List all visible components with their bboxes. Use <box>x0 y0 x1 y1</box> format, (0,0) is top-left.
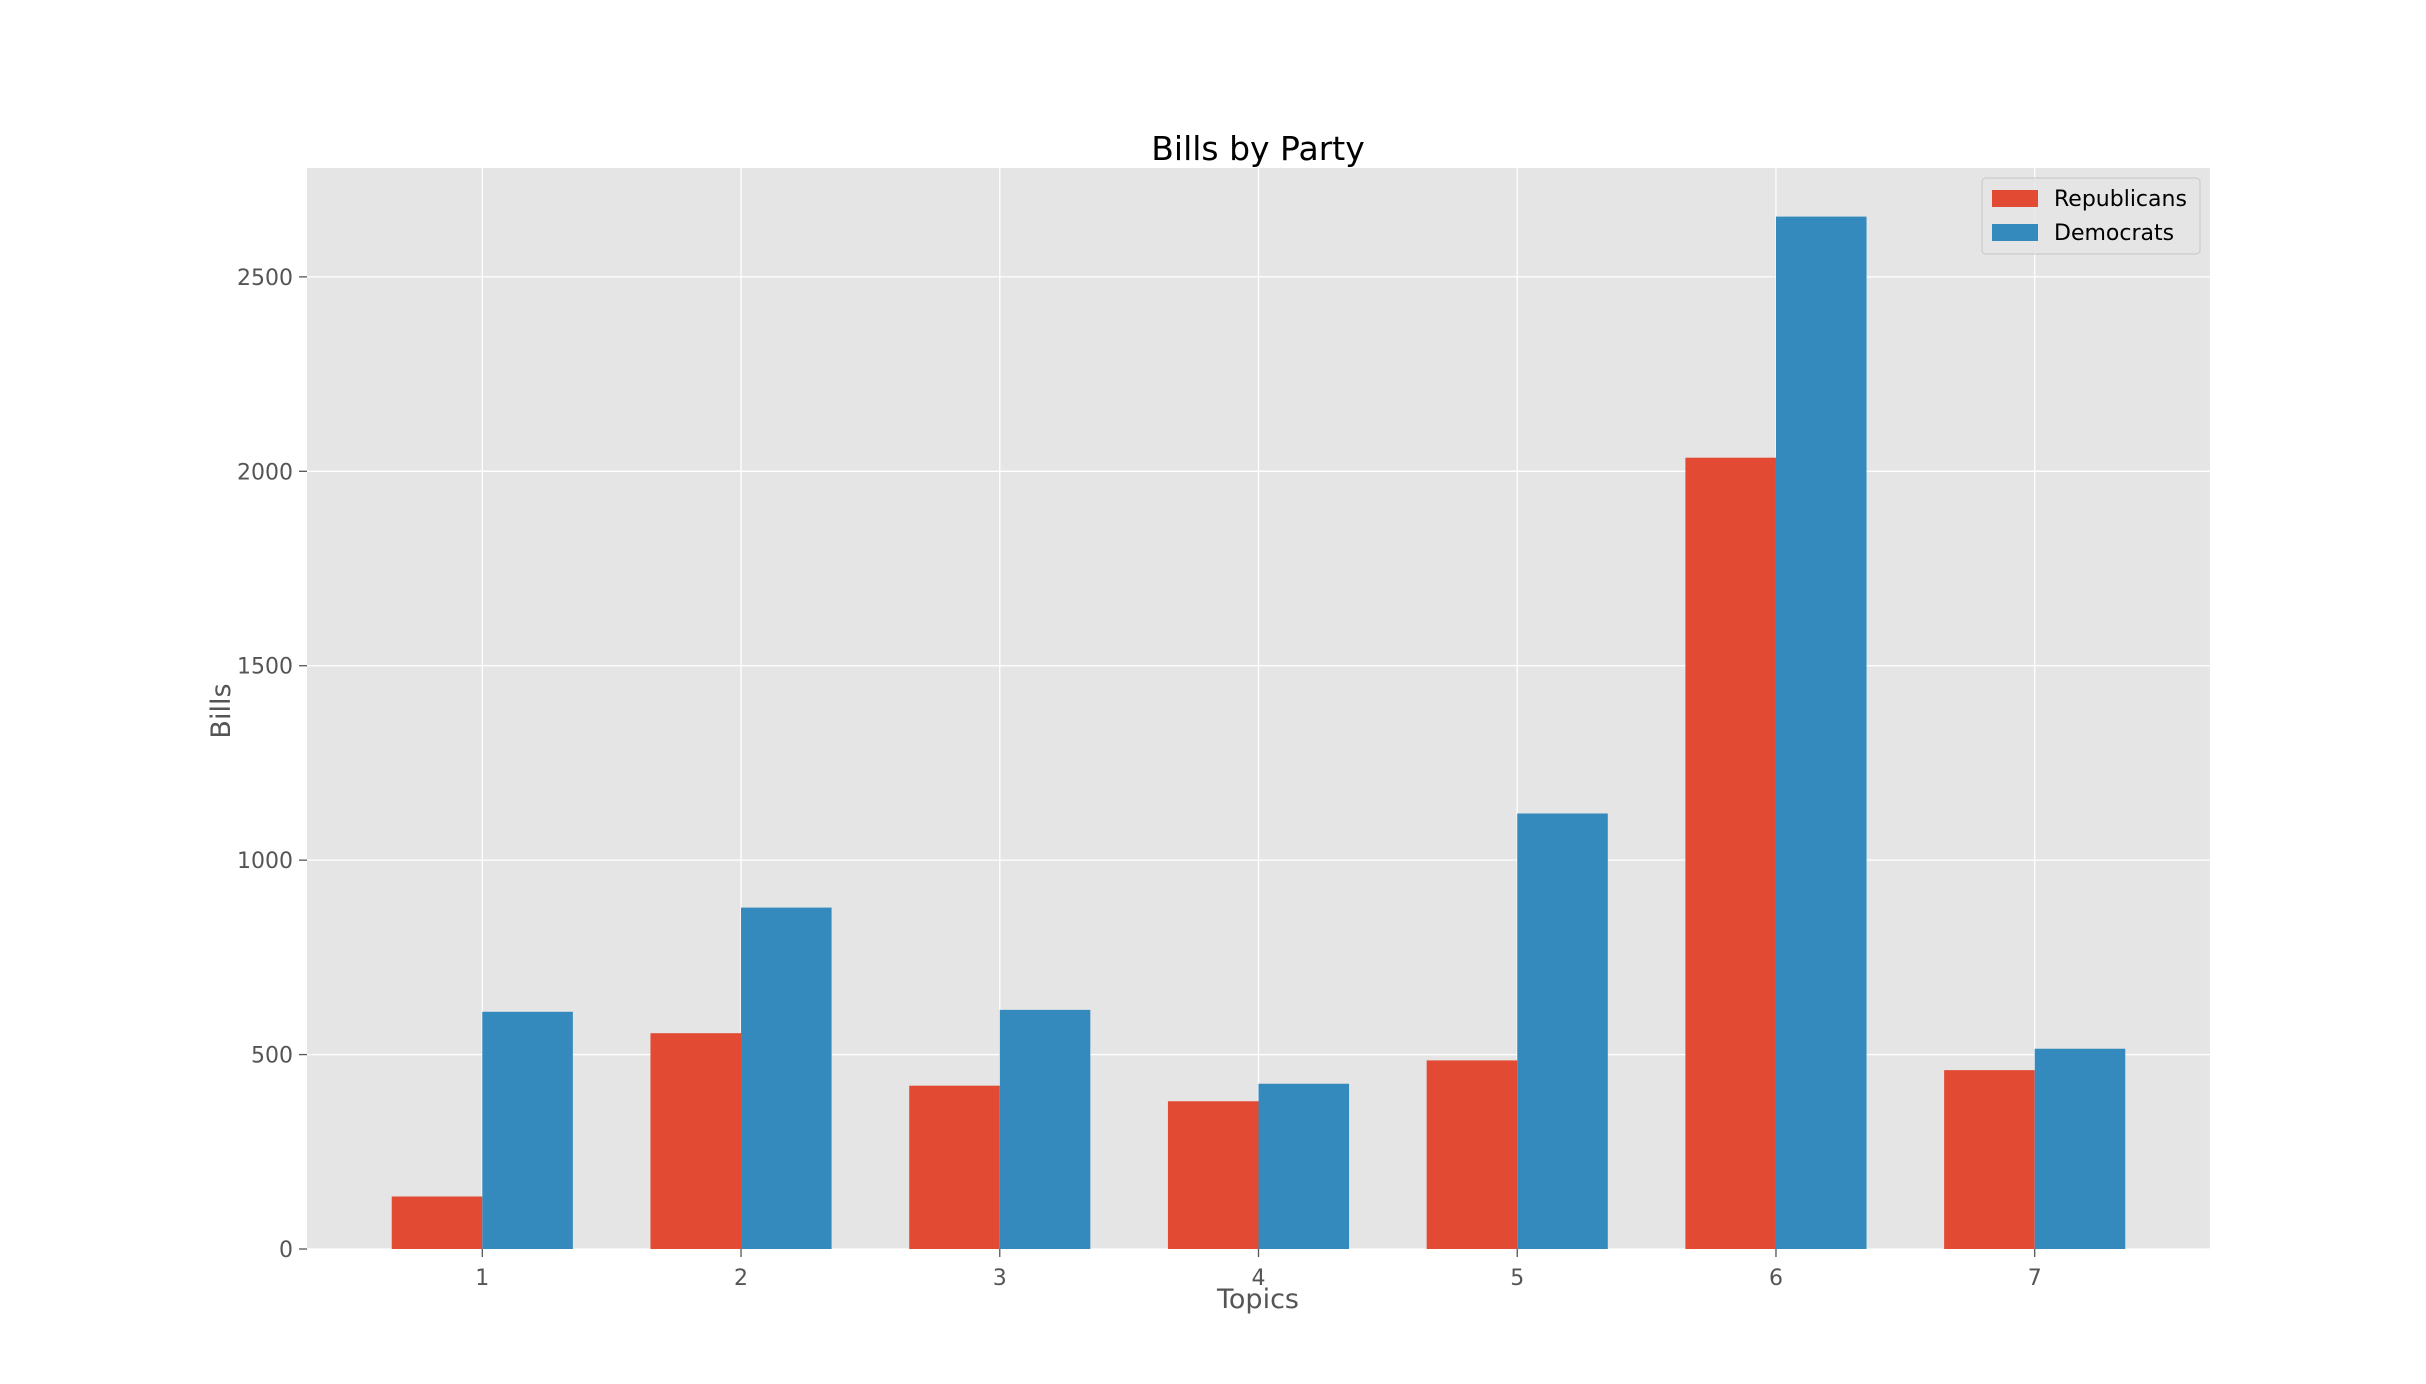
x-tick-label: 4 <box>1252 1266 1266 1291</box>
y-tick-label: 2000 <box>237 460 293 485</box>
legend-swatch-democrats <box>1992 224 2038 241</box>
bar-democrats-7 <box>2034 1048 2126 1249</box>
y-tick-label: 0 <box>279 1238 293 1263</box>
bar-republicans-3 <box>909 1085 1000 1249</box>
bars <box>391 216 2126 1250</box>
chart-title: Bills by Party <box>1151 129 1364 168</box>
y-axis-ticks: 0 500 1000 1500 2000 2500 <box>237 266 307 1263</box>
bar-republicans-1 <box>391 1196 483 1249</box>
legend-label-democrats: Democrats <box>2054 221 2174 246</box>
y-tick-label: 1500 <box>237 655 293 680</box>
bar-republicans-5 <box>1426 1060 1518 1249</box>
legend-label-republicans: Republicans <box>2054 187 2187 212</box>
x-tick-label: 5 <box>1510 1266 1524 1291</box>
x-axis-ticks: 1 2 3 4 5 6 7 <box>475 1249 2042 1291</box>
y-tick-label: 500 <box>251 1044 293 1069</box>
bar-republicans-7 <box>1944 1070 2035 1249</box>
bar-democrats-3 <box>999 1009 1091 1249</box>
legend-swatch-republicans <box>1992 190 2038 207</box>
bar-democrats-4 <box>1258 1083 1350 1249</box>
x-tick-label: 7 <box>2028 1266 2042 1291</box>
y-tick-label: 2500 <box>237 266 293 291</box>
x-axis-label: Topics <box>1216 1284 1299 1315</box>
bar-republicans-2 <box>650 1033 742 1249</box>
x-tick-label: 3 <box>993 1266 1007 1291</box>
bar-republicans-6 <box>1685 457 1776 1249</box>
y-tick-label: 1000 <box>237 849 293 874</box>
y-axis-label: Bills <box>206 683 237 738</box>
legend: Republicans Democrats <box>1981 177 2201 255</box>
bar-republicans-4 <box>1167 1101 1259 1249</box>
bar-democrats-2 <box>741 907 832 1249</box>
x-tick-label: 1 <box>475 1266 489 1291</box>
x-tick-label: 2 <box>734 1266 748 1291</box>
bar-democrats-1 <box>482 1011 573 1249</box>
bar-democrats-5 <box>1517 813 1608 1249</box>
x-tick-label: 6 <box>1769 1266 1783 1291</box>
bar-democrats-6 <box>1775 216 1867 1250</box>
